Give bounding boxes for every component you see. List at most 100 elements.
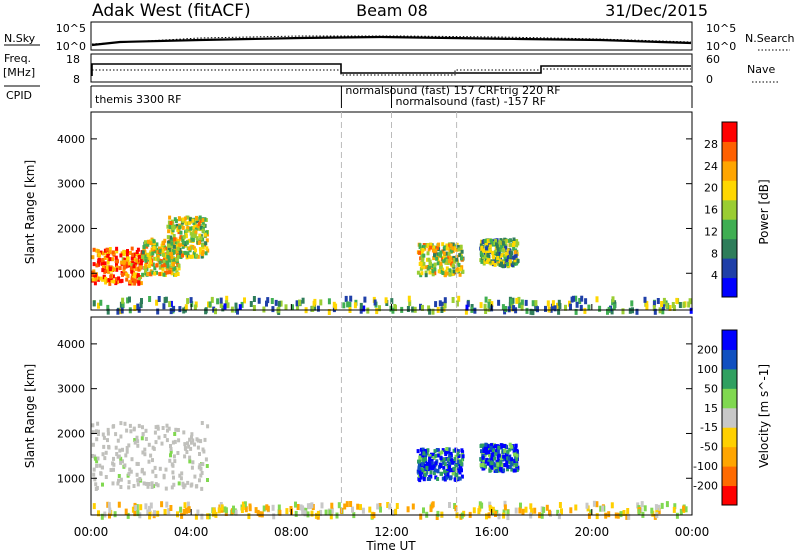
range-gate-cell [449, 476, 452, 481]
range-gate-cell [429, 262, 432, 266]
range-gate-cell [420, 271, 424, 276]
range-gate-cell [114, 281, 118, 286]
range-gate-cell [179, 506, 183, 513]
range-gate-cell [147, 459, 151, 464]
range-gate-cell [94, 487, 98, 491]
range-gate-cell [548, 509, 551, 516]
range-gate-cell [446, 271, 449, 276]
range-gate-cell [117, 478, 120, 483]
range-gate-cell [481, 443, 485, 448]
range-gate-cell [109, 468, 113, 472]
range-gate-cell [176, 511, 179, 518]
range-gate-cell [203, 437, 207, 442]
range-gate-cell [421, 470, 425, 475]
range-gate-cell [103, 456, 107, 461]
range-gate-cell [484, 308, 488, 314]
range-gate-cell [126, 249, 129, 253]
range-gate-cell [494, 250, 498, 254]
range-gate-cell [460, 265, 464, 270]
range-gate-cell [167, 247, 171, 252]
range-gate-cell [451, 297, 455, 303]
range-gate-cell [140, 436, 144, 441]
range-gate-cell [141, 254, 145, 259]
range-gate-cell [185, 240, 189, 245]
range-gate-cell [437, 252, 441, 257]
range-gate-cell [266, 297, 270, 304]
range-gate-cell [200, 486, 204, 491]
range-gate-cell [119, 301, 123, 308]
range-gate-cell [97, 260, 101, 265]
range-gate-cell [296, 303, 300, 310]
range-gate-cell [439, 464, 443, 469]
range-gate-cell [689, 307, 693, 314]
range-gate-cell [487, 305, 491, 312]
range-gate-cell [481, 248, 485, 253]
range-gate-cell [349, 295, 353, 302]
x-tick-label: 04:00 [174, 525, 209, 539]
range-gate-cell [353, 302, 357, 309]
range-gate-cell [115, 267, 119, 272]
range-gate-cell [195, 437, 199, 442]
range-gate-cell [427, 305, 431, 312]
nsky-label: N.Sky [4, 32, 36, 45]
range-gate-cell [506, 255, 510, 259]
range-gate-cell [359, 504, 362, 511]
range-gate-cell [308, 503, 312, 510]
range-gate-cell [127, 443, 131, 448]
range-gate-cell [97, 510, 100, 517]
range-gate-cell [490, 452, 494, 457]
range-gate-cell [445, 243, 449, 248]
range-gate-cell [448, 268, 452, 273]
range-gate-cell [329, 513, 333, 520]
range-gate-cell [479, 302, 483, 309]
range-gate-cell [168, 225, 172, 229]
range-gate-cell [163, 434, 167, 438]
range-gate-cell [92, 467, 96, 472]
range-gate-cell [558, 303, 562, 309]
range-gate-cell [144, 271, 148, 276]
range-gate-cell [205, 246, 209, 251]
freq-strip: Freq. [MHz] 18 8 60 0 Nave [3, 52, 780, 86]
range-gate-cell [448, 272, 452, 277]
range-gate-cell [179, 235, 183, 240]
range-gate-cell [188, 437, 192, 442]
range-gate-cell [420, 450, 424, 455]
range-gate-cell [342, 302, 346, 309]
range-gate-cell [108, 247, 112, 251]
range-gate-cell [111, 274, 115, 279]
range-gate-cell [448, 246, 452, 251]
range-gate-cell [198, 215, 202, 220]
range-gate-cell [169, 505, 173, 511]
range-gate-cell [529, 503, 533, 510]
range-gate-cell [266, 505, 270, 512]
range-gate-cell [426, 448, 430, 453]
range-gate-cell [130, 246, 134, 251]
range-gate-cell [599, 505, 603, 512]
range-gate-cell [319, 299, 323, 306]
range-gate-cell [419, 303, 422, 310]
range-gate-cell [452, 466, 456, 471]
range-gate-cell [668, 305, 672, 311]
range-gate-cell [166, 264, 170, 269]
range-gate-cell [94, 274, 98, 279]
range-gate-cell [166, 224, 170, 229]
range-gate-cell [178, 243, 181, 248]
range-gate-cell [196, 238, 200, 243]
range-gate-cell [169, 308, 173, 315]
range-gate-cell [503, 462, 507, 467]
range-gate-cell [451, 242, 455, 247]
range-gate-cell [95, 437, 99, 442]
range-gate-cell [558, 502, 562, 508]
range-gate-cell [508, 302, 512, 309]
range-gate-cell [99, 276, 103, 281]
range-gate-cell [435, 256, 439, 261]
range-gate-cell [170, 241, 174, 246]
range-gate-cell [119, 460, 123, 465]
y-tick-label: 1000 [57, 472, 85, 485]
colorbar-tick-label: 24 [704, 160, 718, 173]
range-gate-cell [378, 305, 381, 312]
range-gate-cell [550, 303, 554, 310]
range-gate-cell [487, 301, 491, 308]
range-gate-cell [497, 445, 501, 450]
range-gate-cell [119, 421, 123, 426]
